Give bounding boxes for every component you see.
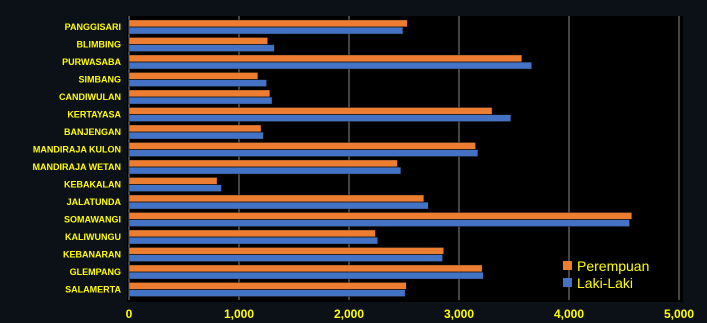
bar-perempuan (128, 194, 424, 203)
bar-laki-laki (128, 114, 511, 122)
category-label: KEBANARAN (63, 250, 121, 260)
bar-perempuan (128, 212, 632, 220)
bar-laki-laki (128, 44, 275, 52)
category-label: PANGGISARI (65, 22, 121, 32)
category-label: PURWASABA (62, 57, 121, 67)
bar-perempuan (128, 159, 398, 168)
bar-perempuan (128, 107, 493, 115)
category-label: KEBAKALAN (64, 180, 121, 190)
bar-perempuan (128, 54, 522, 63)
x-tick-label: 3,000 (444, 307, 474, 321)
category-label: MANDIRAJA KULON (33, 145, 121, 155)
x-tick-label: 0 (126, 307, 133, 321)
bar-perempuan (128, 19, 408, 28)
legend-label: Laki-Laki (577, 275, 633, 291)
bar-laki-laki (128, 149, 478, 157)
legend-label: Perempuan (577, 258, 649, 274)
bar-laki-laki (128, 219, 630, 227)
bar-laki-laki (128, 254, 443, 262)
category-label: GLEMPANG (70, 267, 121, 277)
bar-laki-laki (128, 62, 532, 70)
bar-perempuan (128, 264, 483, 273)
category-label: BLIMBING (77, 40, 122, 50)
bar-perempuan (128, 247, 444, 255)
bar-perempuan (128, 177, 218, 185)
x-tick-label: 2,000 (334, 307, 364, 321)
x-tick-label: 5,000 (664, 307, 694, 321)
bar-perempuan (128, 229, 376, 238)
bar-perempuan (128, 282, 407, 290)
category-label: SALAMERTA (65, 285, 121, 295)
x-tick-label: 4,000 (554, 307, 584, 321)
bar-laki-laki (128, 131, 264, 140)
bar-perempuan (128, 142, 476, 150)
bar-laki-laki (128, 96, 273, 105)
bar-laki-laki (128, 166, 401, 175)
bar-laki-laki (128, 79, 267, 87)
bar-laki-laki (128, 184, 222, 192)
category-label: SOMAWANGI (64, 215, 121, 225)
category-label: BANJENGAN (64, 127, 121, 137)
legend-swatch (563, 261, 572, 270)
bar-laki-laki (128, 236, 378, 245)
bar-perempuan (128, 89, 271, 98)
bar-laki-laki (128, 27, 404, 35)
bar-perempuan (128, 72, 258, 80)
bar-perempuan (128, 37, 268, 45)
x-tick-label: 1,000 (224, 307, 254, 321)
category-label: KERTAYASA (67, 110, 121, 120)
category-label: KALIWUNGU (65, 232, 121, 242)
bar-laki-laki (128, 272, 484, 280)
category-label: CANDIWULAN (59, 92, 121, 102)
bar-laki-laki (128, 289, 406, 297)
category-label: JALATUNDA (67, 197, 122, 207)
bar-laki-laki (128, 201, 429, 210)
bar-perempuan (128, 124, 262, 133)
category-label: SIMBANG (79, 75, 122, 85)
legend-swatch (563, 278, 572, 287)
category-label: MANDIRAJA WETAN (33, 162, 122, 172)
